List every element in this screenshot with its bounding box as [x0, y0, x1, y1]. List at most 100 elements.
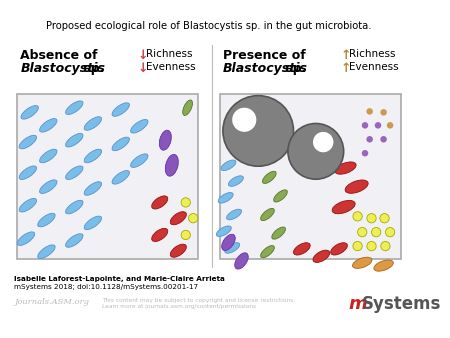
Text: sp.: sp.: [281, 62, 307, 75]
Ellipse shape: [170, 212, 186, 225]
Ellipse shape: [335, 162, 356, 174]
Text: mSystems 2018; doi:10.1128/mSystems.00201-17: mSystems 2018; doi:10.1128/mSystems.0020…: [14, 284, 198, 290]
Ellipse shape: [222, 234, 235, 250]
Text: m: m: [348, 295, 367, 313]
Ellipse shape: [263, 138, 278, 151]
Ellipse shape: [112, 171, 130, 184]
Ellipse shape: [130, 120, 148, 133]
Ellipse shape: [372, 227, 381, 237]
Ellipse shape: [38, 213, 55, 227]
Ellipse shape: [293, 243, 310, 255]
Circle shape: [366, 136, 373, 143]
Text: Absence of: Absence of: [20, 49, 98, 62]
Ellipse shape: [152, 196, 168, 209]
Text: Evenness: Evenness: [146, 62, 195, 72]
Text: sp.: sp.: [79, 62, 104, 75]
Text: Blastocystis: Blastocystis: [20, 62, 105, 75]
Ellipse shape: [66, 166, 83, 179]
Ellipse shape: [17, 232, 35, 245]
Text: Richness: Richness: [349, 49, 396, 59]
Ellipse shape: [40, 149, 57, 163]
Ellipse shape: [235, 253, 248, 269]
Ellipse shape: [331, 243, 347, 255]
Circle shape: [288, 123, 344, 179]
Ellipse shape: [66, 134, 83, 147]
Text: ↑: ↑: [341, 62, 351, 75]
Ellipse shape: [272, 227, 285, 239]
Text: Evenness: Evenness: [349, 62, 399, 72]
Ellipse shape: [353, 212, 362, 221]
Ellipse shape: [66, 234, 83, 247]
Text: Isabelle Laforest-Lapointe, and Marie-Claire Arrieta: Isabelle Laforest-Lapointe, and Marie-Cl…: [14, 276, 225, 282]
Ellipse shape: [159, 130, 171, 150]
Ellipse shape: [358, 227, 367, 237]
Ellipse shape: [313, 250, 330, 262]
Ellipse shape: [66, 200, 83, 214]
Text: ↓: ↓: [137, 49, 148, 62]
Ellipse shape: [218, 193, 233, 203]
Text: ↑: ↑: [341, 49, 351, 62]
Ellipse shape: [353, 241, 362, 251]
Ellipse shape: [386, 227, 395, 237]
Ellipse shape: [261, 209, 274, 221]
Circle shape: [362, 122, 368, 128]
Ellipse shape: [274, 190, 288, 202]
Ellipse shape: [84, 149, 102, 163]
Ellipse shape: [19, 166, 36, 179]
Circle shape: [362, 150, 368, 156]
Ellipse shape: [112, 103, 130, 116]
Ellipse shape: [21, 105, 38, 119]
Ellipse shape: [84, 117, 102, 130]
Ellipse shape: [19, 135, 36, 149]
Circle shape: [380, 136, 387, 143]
Ellipse shape: [19, 198, 36, 212]
Ellipse shape: [84, 216, 102, 230]
Text: Presence of: Presence of: [223, 49, 306, 62]
Ellipse shape: [170, 244, 186, 257]
Ellipse shape: [40, 119, 57, 132]
Circle shape: [380, 109, 387, 116]
Ellipse shape: [130, 154, 148, 167]
Ellipse shape: [183, 100, 193, 116]
Text: Proposed ecological role of Blastocystis sp. in the gut microbiota.: Proposed ecological role of Blastocystis…: [46, 21, 372, 31]
Ellipse shape: [216, 226, 231, 237]
Ellipse shape: [381, 241, 390, 251]
Text: Journals.ASM.org: Journals.ASM.org: [14, 298, 89, 306]
Ellipse shape: [380, 214, 389, 223]
Ellipse shape: [261, 246, 274, 258]
Text: This content may be subject to copyright and license restrictions.
Learn more at: This content may be subject to copyright…: [102, 298, 295, 309]
Ellipse shape: [367, 241, 376, 251]
Ellipse shape: [189, 214, 198, 223]
Text: Systems: Systems: [362, 295, 441, 313]
Ellipse shape: [352, 257, 372, 268]
Ellipse shape: [165, 154, 178, 176]
Ellipse shape: [332, 200, 355, 214]
Bar: [17, 94, 198, 259]
Ellipse shape: [38, 245, 55, 259]
Ellipse shape: [374, 260, 393, 271]
Ellipse shape: [181, 230, 190, 240]
Text: ↓: ↓: [137, 62, 148, 75]
Ellipse shape: [300, 147, 313, 159]
Ellipse shape: [221, 160, 236, 171]
Ellipse shape: [112, 137, 130, 151]
Circle shape: [366, 108, 373, 115]
Circle shape: [223, 96, 293, 166]
Circle shape: [375, 122, 381, 128]
Ellipse shape: [345, 180, 368, 193]
Ellipse shape: [40, 180, 57, 193]
Circle shape: [387, 122, 393, 128]
Ellipse shape: [257, 126, 272, 139]
Circle shape: [232, 108, 256, 132]
Text: Blastocystis: Blastocystis: [223, 62, 308, 75]
Ellipse shape: [227, 209, 242, 220]
Text: Richness: Richness: [146, 49, 192, 59]
Ellipse shape: [367, 214, 376, 223]
Ellipse shape: [84, 182, 102, 195]
Ellipse shape: [181, 198, 190, 207]
Ellipse shape: [66, 101, 83, 115]
Bar: [220, 94, 401, 259]
Ellipse shape: [152, 228, 168, 241]
Ellipse shape: [225, 243, 240, 253]
Ellipse shape: [262, 171, 276, 184]
